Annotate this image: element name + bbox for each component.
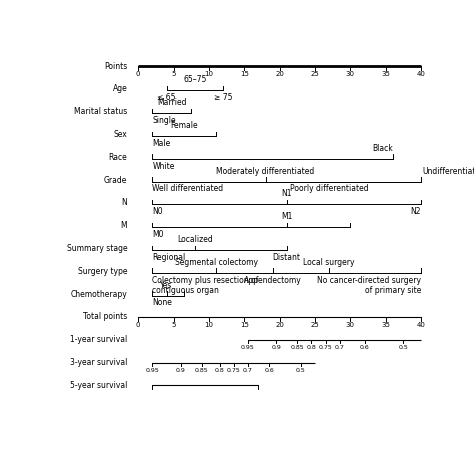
Text: Summary stage: Summary stage xyxy=(66,244,127,253)
Text: 5: 5 xyxy=(172,71,176,77)
Text: Segmental colectomy: Segmental colectomy xyxy=(174,258,257,267)
Text: Local surgery: Local surgery xyxy=(303,258,355,267)
Text: Total points: Total points xyxy=(83,312,127,321)
Text: 35: 35 xyxy=(381,71,390,77)
Text: 0.9: 0.9 xyxy=(271,345,281,350)
Text: White: White xyxy=(152,162,175,171)
Text: 0.6: 0.6 xyxy=(264,368,274,373)
Text: Distant: Distant xyxy=(273,253,301,262)
Text: 0.5: 0.5 xyxy=(399,345,408,350)
Text: ≤ 65: ≤ 65 xyxy=(157,93,176,102)
Text: 40: 40 xyxy=(417,322,426,328)
Text: N: N xyxy=(121,199,127,207)
Text: Colectomy plus resection of
contiguous organ: Colectomy plus resection of contiguous o… xyxy=(152,276,259,295)
Text: N1: N1 xyxy=(282,190,292,199)
Text: 25: 25 xyxy=(310,71,319,77)
Text: 40: 40 xyxy=(417,71,426,77)
Text: ≥ 75: ≥ 75 xyxy=(214,93,232,102)
Text: Male: Male xyxy=(152,139,171,148)
Text: Chemotherapy: Chemotherapy xyxy=(71,290,127,299)
Text: 3-year survival: 3-year survival xyxy=(70,358,127,367)
Text: Age: Age xyxy=(112,84,127,93)
Text: Undifferentiated: Undifferentiated xyxy=(422,167,474,176)
Text: 5: 5 xyxy=(172,322,176,328)
Text: N0: N0 xyxy=(152,207,163,216)
Text: 10: 10 xyxy=(204,71,213,77)
Text: Female: Female xyxy=(170,121,198,130)
Text: 0.8: 0.8 xyxy=(215,368,224,373)
Text: 0.95: 0.95 xyxy=(146,368,159,373)
Text: 0.6: 0.6 xyxy=(360,345,369,350)
Text: Surgery type: Surgery type xyxy=(78,267,127,276)
Text: Single: Single xyxy=(152,116,176,125)
Text: M1: M1 xyxy=(281,212,292,221)
Text: No cancer-directed surgery
of primary site: No cancer-directed surgery of primary si… xyxy=(317,276,421,295)
Text: Poorly differentiated: Poorly differentiated xyxy=(290,184,368,193)
Text: 30: 30 xyxy=(346,71,355,77)
Text: 15: 15 xyxy=(240,71,249,77)
Text: 35: 35 xyxy=(381,322,390,328)
Text: Grade: Grade xyxy=(104,175,127,184)
Text: Sex: Sex xyxy=(113,130,127,139)
Text: 0.75: 0.75 xyxy=(319,345,332,350)
Text: Marital status: Marital status xyxy=(74,107,127,116)
Text: Yes: Yes xyxy=(160,281,173,290)
Text: 30: 30 xyxy=(346,322,355,328)
Text: 5-year survival: 5-year survival xyxy=(70,381,127,390)
Text: 0.7: 0.7 xyxy=(243,368,253,373)
Text: 25: 25 xyxy=(310,322,319,328)
Text: 0.75: 0.75 xyxy=(227,368,241,373)
Text: 0: 0 xyxy=(136,322,140,328)
Text: Localized: Localized xyxy=(177,235,213,244)
Text: Married: Married xyxy=(157,98,187,107)
Text: 20: 20 xyxy=(275,322,284,328)
Text: 10: 10 xyxy=(204,322,213,328)
Text: 0.8: 0.8 xyxy=(307,345,316,350)
Text: 15: 15 xyxy=(240,322,249,328)
Text: Appendectomy: Appendectomy xyxy=(244,276,301,285)
Text: Points: Points xyxy=(104,62,127,71)
Text: M0: M0 xyxy=(152,230,164,239)
Text: 0.9: 0.9 xyxy=(176,368,186,373)
Text: Regional: Regional xyxy=(152,253,186,262)
Text: 1-year survival: 1-year survival xyxy=(70,335,127,344)
Text: 0: 0 xyxy=(136,71,140,77)
Text: Black: Black xyxy=(372,144,393,153)
Text: N2: N2 xyxy=(410,207,421,216)
Text: M: M xyxy=(120,221,127,230)
Text: 0.85: 0.85 xyxy=(195,368,209,373)
Text: 0.85: 0.85 xyxy=(291,345,304,350)
Text: Well differentiated: Well differentiated xyxy=(152,184,224,193)
Text: 65–75: 65–75 xyxy=(183,75,207,84)
Text: 0.95: 0.95 xyxy=(241,345,255,350)
Text: 0.7: 0.7 xyxy=(335,345,345,350)
Text: 20: 20 xyxy=(275,71,284,77)
Text: Moderately differentiated: Moderately differentiated xyxy=(217,167,315,176)
Text: Race: Race xyxy=(109,153,127,162)
Text: 0.5: 0.5 xyxy=(296,368,306,373)
Text: None: None xyxy=(152,299,172,308)
